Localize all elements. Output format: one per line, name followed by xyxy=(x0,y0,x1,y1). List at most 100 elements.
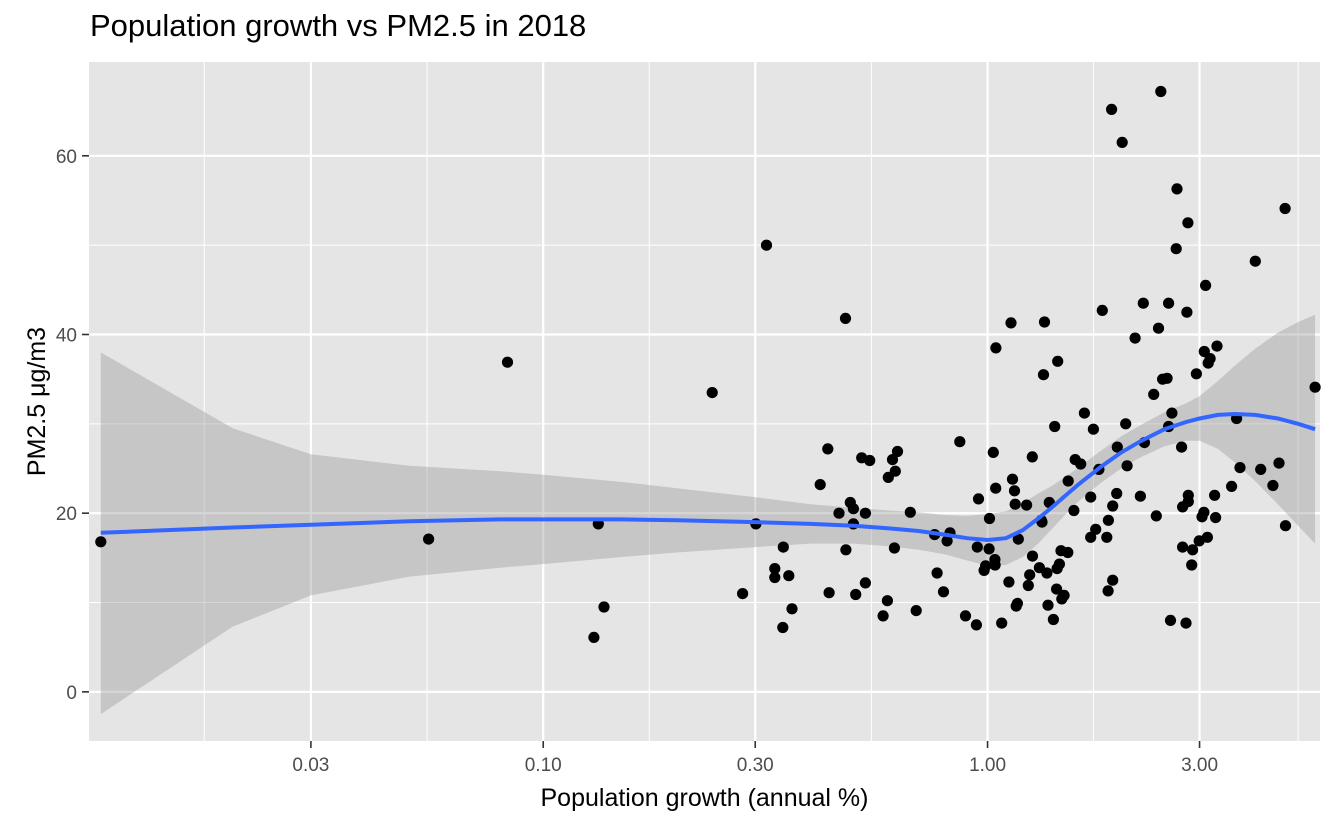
data-point xyxy=(1111,441,1123,453)
data-point xyxy=(1200,279,1212,291)
data-point xyxy=(769,563,781,575)
data-point xyxy=(1022,579,1034,592)
data-point xyxy=(1085,491,1097,503)
data-point xyxy=(1051,583,1063,595)
data-point xyxy=(777,621,789,634)
data-point xyxy=(1171,183,1183,195)
data-point xyxy=(833,507,845,519)
data-point xyxy=(1087,423,1099,435)
data-point xyxy=(1148,388,1160,400)
data-point xyxy=(598,601,610,613)
x-tick-label: 0.10 xyxy=(525,755,562,776)
data-point xyxy=(889,465,901,477)
data-point xyxy=(954,436,966,448)
data-point xyxy=(983,512,996,525)
data-point xyxy=(840,544,852,556)
y-tick-label: 0 xyxy=(66,683,77,704)
data-point xyxy=(1121,460,1133,472)
data-point xyxy=(959,610,972,622)
data-point xyxy=(1170,243,1182,255)
data-point xyxy=(588,631,600,644)
data-point xyxy=(1226,480,1238,492)
data-point xyxy=(1182,217,1194,229)
data-point xyxy=(1102,514,1114,526)
data-point xyxy=(1180,617,1192,629)
data-point xyxy=(1210,511,1222,524)
data-point xyxy=(1102,585,1114,597)
data-point xyxy=(839,312,852,324)
data-point xyxy=(970,619,983,631)
data-point xyxy=(1234,462,1246,474)
data-point xyxy=(990,482,1002,494)
data-point xyxy=(1009,498,1021,510)
data-point xyxy=(1042,599,1054,611)
data-point xyxy=(1163,297,1175,309)
data-point xyxy=(1198,506,1210,518)
data-point xyxy=(1041,567,1053,579)
data-point xyxy=(1037,369,1050,381)
data-point xyxy=(987,446,999,458)
data-point xyxy=(1134,490,1146,502)
data-point xyxy=(983,543,995,555)
x-tick-label: 3.00 xyxy=(1181,755,1218,776)
data-point xyxy=(1068,504,1080,517)
chart-title: Population growth vs PM2.5 in 2018 xyxy=(90,8,587,43)
x-axis-title: Population growth (annual %) xyxy=(541,784,869,812)
data-point xyxy=(859,577,872,589)
data-point xyxy=(904,506,916,518)
data-point xyxy=(1309,381,1321,393)
data-point xyxy=(1107,574,1119,586)
y-axis-title: PM2.5 μg/m3 xyxy=(23,327,51,476)
data-point xyxy=(769,571,781,584)
x-tick-label: 0.30 xyxy=(737,755,774,776)
data-point xyxy=(1155,85,1167,98)
x-tick-label: 1.00 xyxy=(969,755,1006,776)
data-point xyxy=(1005,317,1017,329)
data-point xyxy=(1273,457,1285,469)
x-tick-label: 0.03 xyxy=(292,755,329,776)
data-point xyxy=(886,454,899,466)
data-point xyxy=(814,479,826,491)
y-tick-label: 60 xyxy=(56,147,77,168)
data-point xyxy=(1267,479,1279,492)
data-point xyxy=(1166,407,1178,419)
data-point xyxy=(501,356,514,368)
data-point xyxy=(1107,500,1119,512)
data-point xyxy=(1176,441,1188,453)
data-point xyxy=(891,445,904,458)
data-point xyxy=(1201,531,1213,543)
confidence-ribbon xyxy=(100,314,1316,715)
data-point xyxy=(1137,297,1149,309)
data-point xyxy=(990,342,1002,354)
data-point xyxy=(1161,372,1173,384)
data-point xyxy=(877,610,889,622)
y-tick-label: 20 xyxy=(56,504,77,525)
data-point xyxy=(737,588,749,600)
data-point xyxy=(864,454,876,467)
data-point xyxy=(95,536,107,548)
data-point xyxy=(1255,463,1267,475)
data-point xyxy=(972,493,985,505)
data-point xyxy=(1096,304,1108,316)
data-point xyxy=(1062,546,1074,559)
data-point xyxy=(931,567,943,579)
data-point xyxy=(1204,353,1216,365)
data-point xyxy=(847,503,860,515)
data-point xyxy=(1085,531,1097,543)
data-point xyxy=(1181,306,1193,318)
data-point xyxy=(1038,316,1051,328)
data-point xyxy=(971,541,983,553)
data-point xyxy=(1090,523,1102,535)
data-point xyxy=(1006,473,1019,485)
data-point xyxy=(1111,487,1123,500)
data-point xyxy=(1279,520,1292,532)
data-point xyxy=(1012,533,1024,545)
data-point xyxy=(1164,614,1177,627)
data-point xyxy=(1053,558,1065,570)
data-point xyxy=(1024,569,1036,581)
data-point xyxy=(1008,485,1021,497)
data-point xyxy=(937,586,950,598)
data-point xyxy=(1049,420,1061,433)
data-point xyxy=(1177,541,1189,553)
data-point xyxy=(1021,499,1033,511)
